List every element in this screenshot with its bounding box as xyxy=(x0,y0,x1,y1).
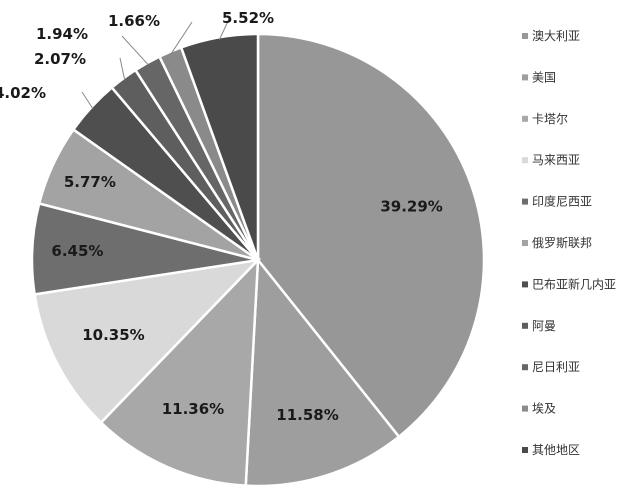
legend-label: 卡塔尔 xyxy=(532,111,568,126)
legend-swatch xyxy=(522,281,528,288)
pie-slice xyxy=(99,256,260,487)
legend-label: 阿曼 xyxy=(532,319,556,333)
legend-label: 其他地区 xyxy=(532,443,580,457)
data-label: 1.94% xyxy=(36,25,88,43)
data-label: 6.45% xyxy=(51,242,103,260)
data-label: 4.02% xyxy=(0,84,46,102)
legend-label: 俄罗斯联邦 xyxy=(532,236,592,250)
legend-swatch xyxy=(522,157,528,164)
legend-label: 埃及 xyxy=(532,402,556,416)
data-label: 5.52% xyxy=(222,9,274,27)
leader-line xyxy=(121,35,149,66)
pie-slice xyxy=(33,258,262,425)
legend-label: 尼日利亚 xyxy=(532,360,580,374)
legend-label: 美国 xyxy=(532,70,556,84)
legend-swatch xyxy=(522,447,528,453)
legend-swatch xyxy=(522,364,528,371)
data-label: 11.58% xyxy=(276,406,338,424)
pie-slice xyxy=(179,32,260,261)
legend-label: 巴布亚新几内亚 xyxy=(532,276,616,291)
leader-line xyxy=(218,16,231,40)
data-label: 1.66% xyxy=(108,12,160,30)
pie-slice xyxy=(244,256,401,488)
data-label: 2.07% xyxy=(34,50,86,68)
legend-swatch xyxy=(522,33,528,39)
data-label: 39.29% xyxy=(380,197,442,215)
leader-line xyxy=(81,91,94,110)
leader-lines xyxy=(81,16,231,110)
data-label: 10.35% xyxy=(82,326,144,344)
legend-swatch xyxy=(522,115,528,122)
legend-swatch xyxy=(522,405,528,412)
legend-swatch xyxy=(522,198,528,205)
legend-label: 印度尼西亚 xyxy=(532,194,592,209)
legend-label: 马来西亚 xyxy=(532,153,580,167)
legend: 澳大利亚美国卡塔尔马来西亚印度尼西亚俄罗斯联邦巴布亚新几内亚阿曼尼日利亚埃及其他… xyxy=(522,29,616,457)
legend-swatch xyxy=(522,74,528,81)
legend-label: 澳大利亚 xyxy=(532,29,580,43)
data-label: 11.36% xyxy=(162,400,224,418)
data-label: 5.77% xyxy=(64,173,116,191)
legend-swatch xyxy=(522,240,528,246)
legend-swatch xyxy=(522,322,528,329)
leader-line xyxy=(170,21,193,55)
leader-line xyxy=(119,57,126,81)
pie-slices xyxy=(30,32,486,488)
data-labels: 39.29% 11.58% 11.36% 10.35% 6.45% 5.77% 4.02% 2… xyxy=(0,9,443,424)
pie-slice xyxy=(256,32,486,439)
